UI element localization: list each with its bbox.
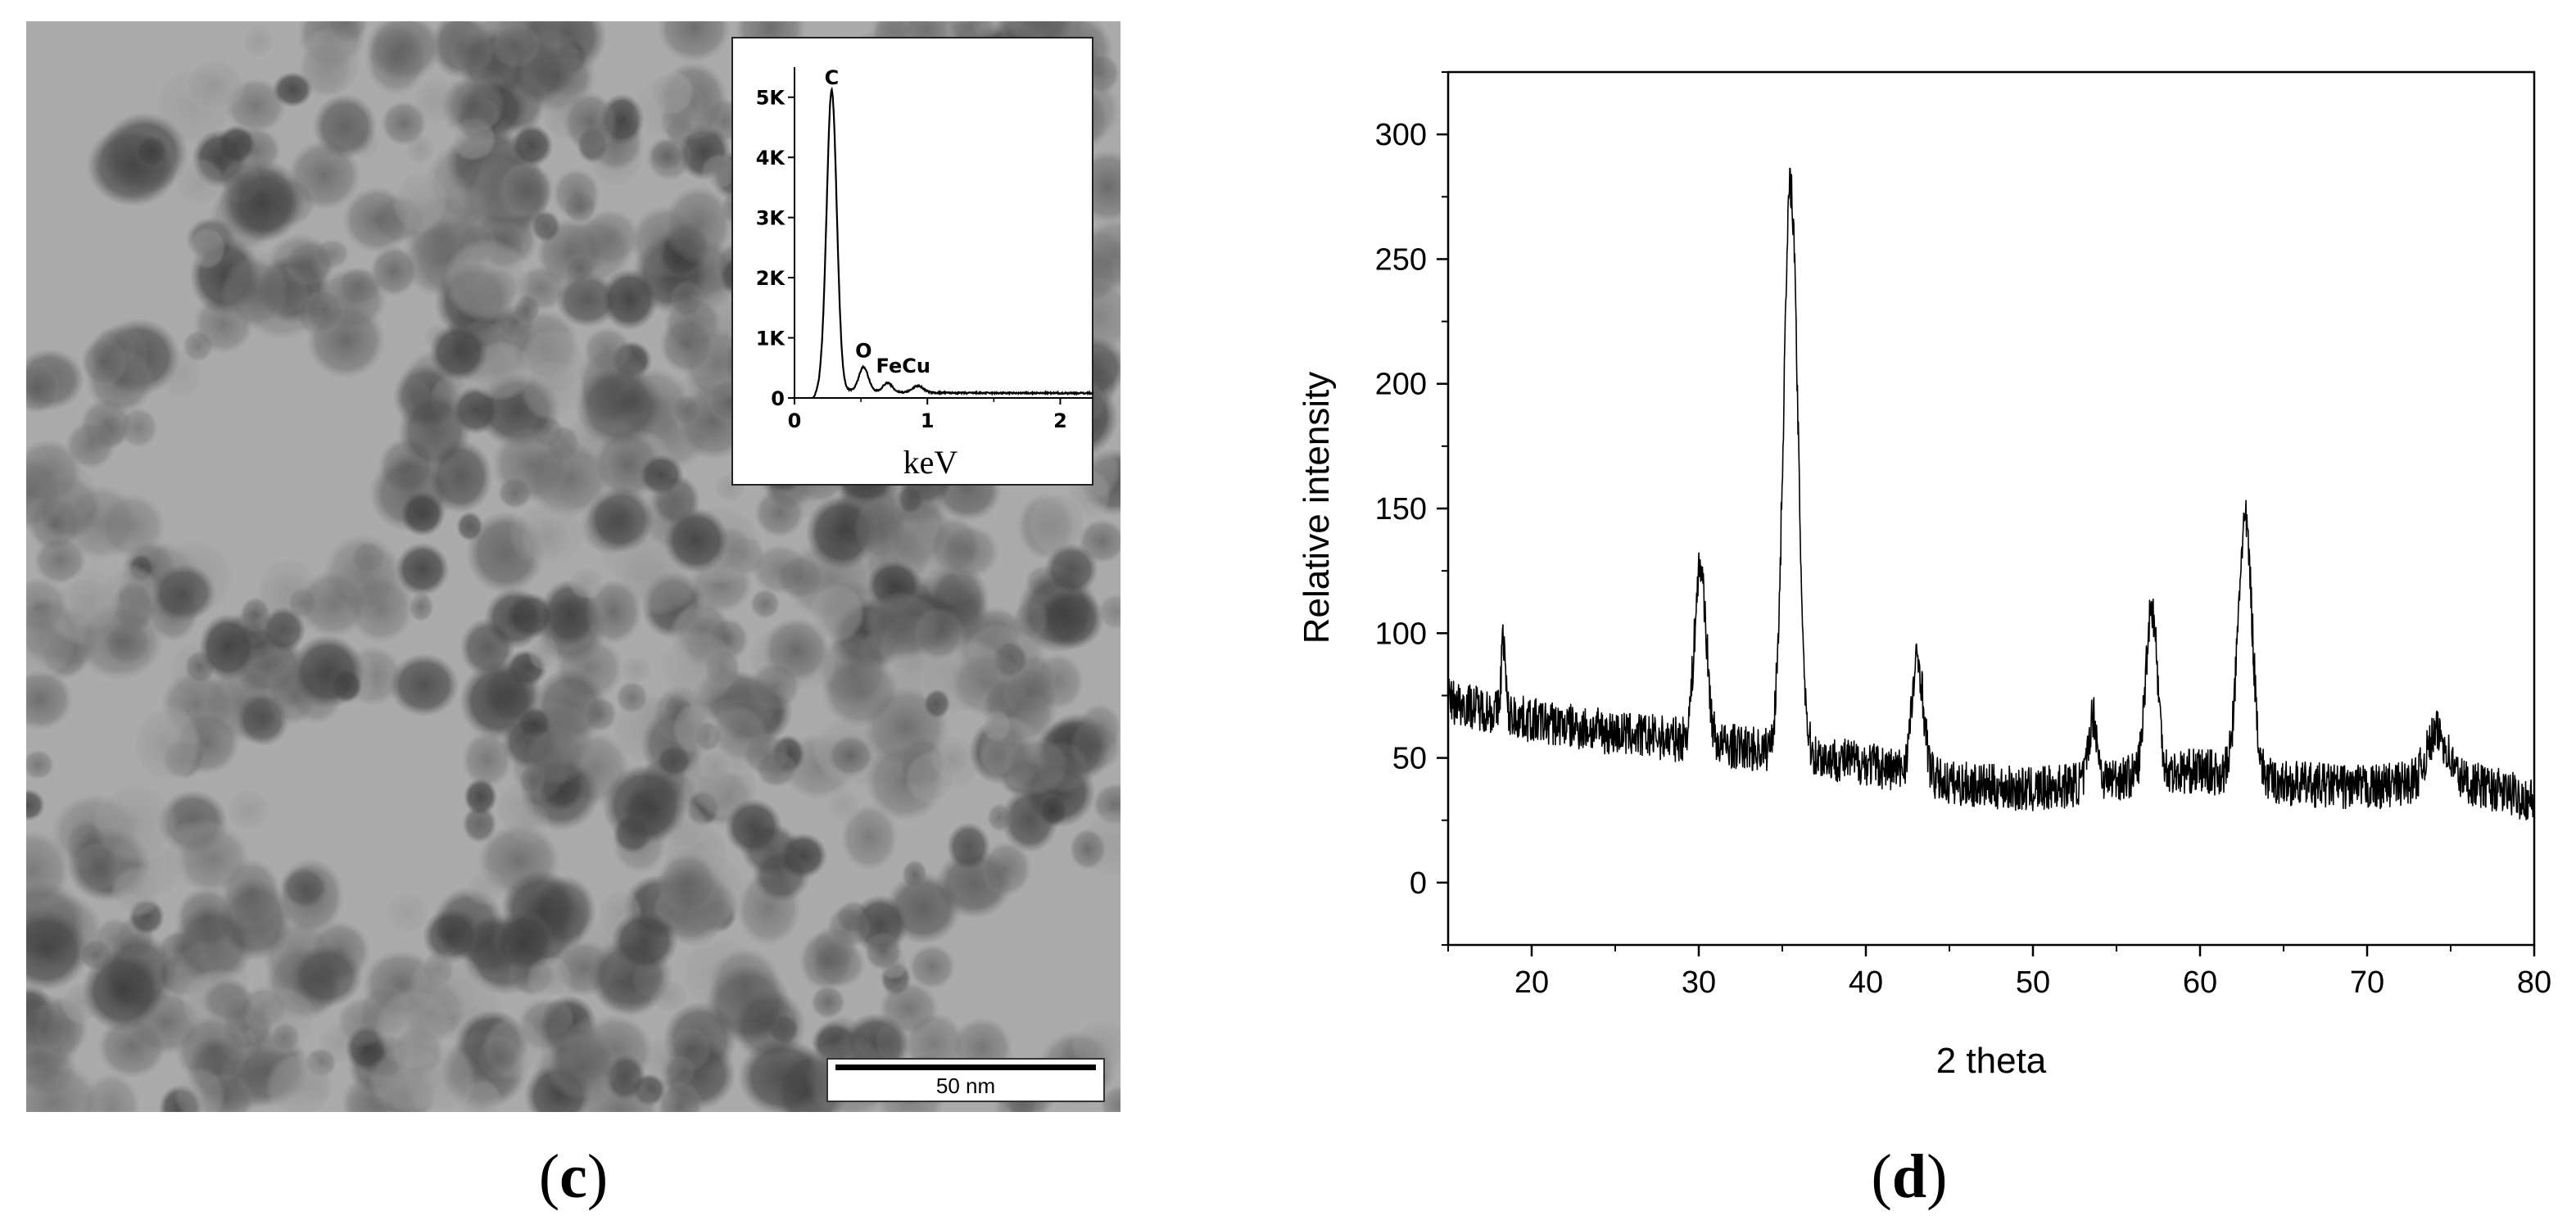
- eds-spectrum-line: [812, 86, 1094, 399]
- xrd-chart: 20 30 40 50 60 70 80 0 50 100 150 200 250 300 2 theta…: [1297, 70, 2551, 1081]
- xrd-y-tick-label: 300: [1375, 118, 1427, 152]
- eds-x-tick-label: 0: [788, 409, 802, 432]
- eds-inset-frame: [731, 37, 1093, 486]
- scale-bar-label: 50 nm: [936, 1074, 995, 1098]
- xrd-x-tick-label: 20: [1514, 965, 1549, 1000]
- panel-label-d: (d): [1872, 1142, 1948, 1211]
- panel-label-d-letter: d: [1892, 1142, 1926, 1211]
- eds-peak-label-fecu: FeCu: [876, 355, 930, 377]
- eds-y-tick-label: 3K: [756, 207, 786, 230]
- eds-inset: 0 1K 2K 3K 4K 5K 0 1 2 C O FeCu keV: [731, 37, 1094, 486]
- xrd-x-tick-label: 50: [2016, 965, 2050, 1000]
- panel-label-d-open: (: [1872, 1142, 1892, 1211]
- eds-x-tick-label: 2: [1053, 409, 1067, 432]
- eds-x-axis-title: keV: [903, 444, 958, 481]
- xrd-x-tick-label: 80: [2517, 965, 2551, 1000]
- xrd-y-tick-label: 200: [1375, 368, 1427, 402]
- eds-y-tick-label: 5K: [756, 87, 786, 110]
- xrd-y-axis-title: Relative intensity: [1297, 372, 1337, 644]
- panel-label-c-close: ): [587, 1142, 608, 1211]
- xrd-x-axis-title: 2 theta: [1936, 1041, 2047, 1081]
- eds-y-tick-label: 1K: [756, 328, 786, 350]
- eds-axes: [794, 67, 1093, 399]
- xrd-x-tick-label: 40: [1849, 965, 1883, 1000]
- eds-peak-label-c: C: [825, 66, 840, 89]
- xrd-y-tick-label: 50: [1392, 742, 1427, 776]
- eds-ticks: 0 1K 2K 3K 4K 5K 0 1 2: [756, 87, 1067, 432]
- xrd-plot-frame: [1446, 70, 2536, 947]
- eds-peak-label-o: O: [855, 340, 871, 363]
- xrd-pattern-line: [1447, 167, 2535, 820]
- eds-y-tick-label: 0: [771, 387, 785, 410]
- panel-label-c-letter: c: [559, 1142, 587, 1211]
- xrd-ticks: 20 30 40 50 60 70 80 0 50 100 150 200 250 300: [1375, 71, 2551, 1000]
- xrd-y-tick-label: 0: [1410, 866, 1427, 901]
- panel-label-c: (c): [539, 1142, 608, 1211]
- xrd-x-tick-label: 70: [2350, 965, 2384, 1000]
- xrd-y-tick-label: 100: [1375, 617, 1427, 651]
- xrd-x-tick-label: 60: [2183, 965, 2217, 1000]
- xrd-y-tick-label: 150: [1375, 492, 1427, 527]
- scale-bar: 50 nm: [826, 1058, 1105, 1102]
- panel-label-c-open: (: [539, 1142, 559, 1211]
- eds-x-tick-label: 1: [921, 409, 935, 432]
- eds-y-tick-label: 2K: [756, 267, 786, 290]
- xrd-x-tick-label: 30: [1682, 965, 1716, 1000]
- eds-y-tick-label: 4K: [756, 147, 786, 170]
- xrd-y-tick-label: 250: [1375, 242, 1427, 277]
- panel-label-d-close: ): [1926, 1142, 1947, 1211]
- scale-bar-line: [835, 1065, 1096, 1070]
